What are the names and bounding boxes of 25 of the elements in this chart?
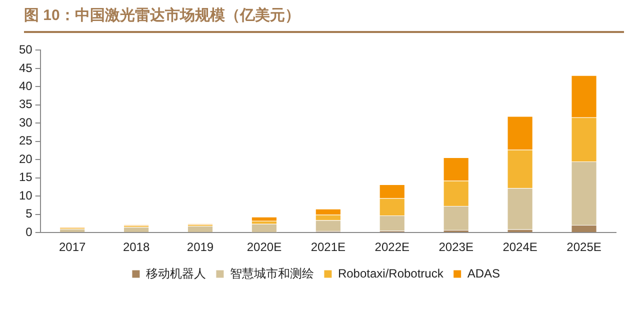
y-tick-label: 35 xyxy=(18,97,33,112)
x-tick-label: 2024E xyxy=(502,240,538,254)
x-tick-label: 2018 xyxy=(122,240,150,254)
legend-label: 智慧城市和测绘 xyxy=(230,266,314,280)
y-tick-label: 5 xyxy=(26,206,33,221)
x-tick-label: 2023E xyxy=(438,240,474,254)
y-tick-label: 45 xyxy=(18,60,33,75)
legend-label: Robotaxi/Robotruck xyxy=(338,266,444,280)
x-tick-label: 2021E xyxy=(310,240,346,254)
x-tick-label: 2022E xyxy=(374,240,410,254)
y-tick-label: 0 xyxy=(26,224,33,239)
x-tick-label: 2025E xyxy=(566,240,602,254)
y-tick-label: 20 xyxy=(18,152,33,166)
y-tick-label: 50 xyxy=(18,42,33,57)
y-tick-label: 30 xyxy=(18,115,33,130)
y-tick-label: 15 xyxy=(18,170,33,184)
legend-label: ADAS xyxy=(467,266,500,280)
x-tick-label: 2020E xyxy=(246,240,282,254)
y-tick-label: 10 xyxy=(18,188,33,202)
legend-label: 移动机器人 xyxy=(146,266,206,280)
y-tick-label: 25 xyxy=(18,134,33,148)
chart-title: 图 10：中国激光雷达市场规模（亿美元） xyxy=(24,6,624,33)
y-tick-label: 40 xyxy=(18,78,33,93)
x-tick-label: 2019 xyxy=(186,240,214,254)
x-tick-label: 2017 xyxy=(58,240,86,254)
